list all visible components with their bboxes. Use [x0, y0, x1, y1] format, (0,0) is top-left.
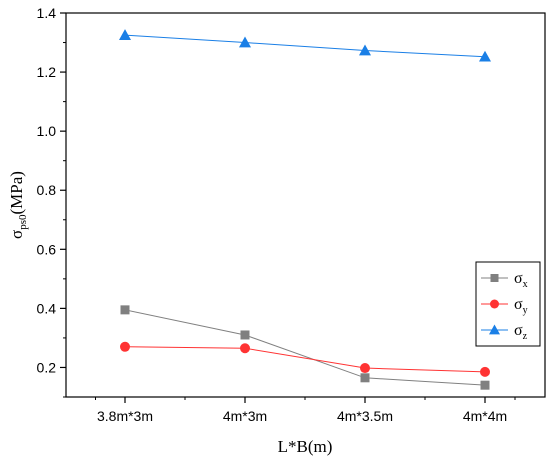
axes — [65, 12, 546, 398]
data-point-x — [240, 330, 250, 340]
series-z — [119, 29, 491, 62]
series-line-z — [124, 34, 486, 58]
data-point-x — [360, 373, 370, 383]
x-tick-label: 4m*3.5m — [337, 408, 393, 424]
y-tick-label: 0.6 — [37, 241, 57, 257]
series-line-x — [124, 309, 486, 386]
x-tick-label: 4m*4m — [463, 408, 507, 424]
x-axis-ticks: 3.8m*3m 4m*3m 4m*3.5m 4m*4m — [95, 397, 516, 424]
data-point-x — [120, 305, 130, 315]
legend-label: σx — [514, 270, 528, 290]
legend-item-x: σx — [481, 270, 528, 290]
legend-item-z: σz — [481, 322, 528, 342]
data-point-x — [480, 380, 490, 390]
data-point-z — [359, 44, 371, 56]
data-point-z — [479, 50, 491, 62]
data-point-y — [240, 343, 250, 354]
x-tick-label: 4m*3m — [223, 408, 267, 424]
series-group — [119, 29, 491, 390]
legend-marker — [490, 299, 499, 309]
y-axis-title-subscript: ps0 — [17, 214, 29, 230]
y-tick-label: 0.8 — [37, 182, 57, 198]
y-axis-title-unit: (MPa) — [7, 171, 26, 214]
data-point-y — [120, 341, 130, 352]
y-tick-label: 0.4 — [37, 300, 57, 316]
y-tick-label: 0.2 — [37, 359, 57, 375]
legend-label: σy — [514, 296, 528, 316]
y-tick-label: 1.2 — [37, 64, 57, 80]
plot-frame — [65, 12, 546, 398]
legend-label: σz — [514, 322, 528, 342]
x-tick-label: 3.8m*3m — [97, 408, 153, 424]
legend-item-y: σy — [481, 296, 528, 316]
y-tick-label: 1.4 — [37, 5, 57, 21]
y-tick-label: 1.0 — [37, 123, 57, 139]
series-x — [120, 305, 490, 390]
series-line-y — [124, 346, 486, 373]
data-point-y — [480, 366, 490, 377]
series-y — [120, 341, 490, 377]
data-point-z — [239, 36, 251, 48]
data-point-y — [360, 363, 370, 374]
y-axis-title-symbol: σ — [7, 230, 26, 239]
data-point-z — [119, 29, 131, 40]
y-axis-ticks: 0.2 0.4 0.6 0.8 1.0 1.2 1.4 — [37, 5, 66, 398]
legend-marker — [490, 274, 499, 282]
y-axis-title: σps0(MPa) — [7, 171, 29, 239]
legend-marker — [489, 324, 500, 335]
x-axis-title: L*B(m) — [278, 437, 333, 456]
legend: σx σy σz — [475, 261, 541, 347]
